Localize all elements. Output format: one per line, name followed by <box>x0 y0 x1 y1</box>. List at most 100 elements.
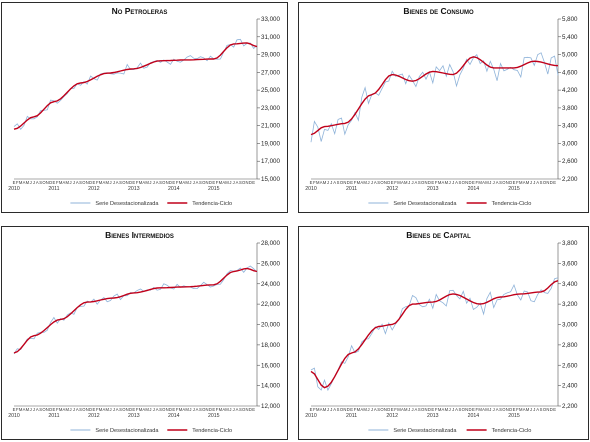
month-label: J <box>530 407 532 412</box>
month-label: O <box>82 180 86 185</box>
month-label: D <box>89 407 92 412</box>
y-tick-label: 3,800 <box>562 240 578 247</box>
year-label: 2012 <box>386 413 398 419</box>
month-label: M <box>363 180 367 185</box>
month-label: D <box>428 407 431 412</box>
month-label: J <box>109 407 111 412</box>
month-label: N <box>506 407 509 412</box>
month-label: O <box>462 407 466 412</box>
month-label: D <box>550 180 553 185</box>
month-label: E <box>472 180 475 185</box>
month-label: D <box>129 407 132 412</box>
month-label: N <box>384 180 387 185</box>
month-label: E <box>13 180 16 185</box>
month-label: S <box>79 180 82 185</box>
month-label: N <box>425 407 428 412</box>
y-tick-label: 17,000 <box>261 158 280 165</box>
month-label: E <box>212 407 215 412</box>
month-label: D <box>89 180 92 185</box>
month-label: A <box>23 180 26 185</box>
month-label: D <box>209 180 212 185</box>
year-label: 2013 <box>427 413 439 419</box>
month-label: A <box>236 180 239 185</box>
month-label: M <box>526 180 530 185</box>
y-axis: 12,000 14,000 16,000 18,000 20,000 22,000 24,0… <box>256 240 280 410</box>
month-label: E <box>132 407 135 412</box>
year-label: 2015 <box>508 413 520 419</box>
y-tick-label: 2,200 <box>562 176 578 183</box>
month-label: J <box>489 407 491 412</box>
month-label: A <box>455 180 458 185</box>
month-label: N <box>166 180 169 185</box>
month-label: M <box>105 180 109 185</box>
month-label: J <box>533 407 535 412</box>
month-label: N <box>546 180 549 185</box>
month-label: E <box>212 180 215 185</box>
month-label: A <box>374 407 377 412</box>
month-label: F <box>136 180 139 185</box>
y-tick-label: 5,000 <box>562 52 578 59</box>
month-label: D <box>347 407 350 412</box>
y-tick-label: 3,800 <box>562 105 578 112</box>
month-label: F <box>313 407 316 412</box>
month-label: M <box>323 180 327 185</box>
year-label: 2012 <box>386 186 398 192</box>
month-label: S <box>159 407 162 412</box>
month-label: O <box>242 407 246 412</box>
month-label: D <box>347 180 350 185</box>
year-label: 2014 <box>168 186 180 192</box>
year-label: 2014 <box>168 413 180 419</box>
series-line-tendencia-ciclo <box>13 267 258 354</box>
month-label: F <box>516 407 519 412</box>
legend-label: Serie Desestacionalizada <box>95 201 159 207</box>
year-label: 2015 <box>208 186 220 192</box>
month-label: J <box>371 180 373 185</box>
month-label: A <box>442 407 445 412</box>
month-label: O <box>340 180 344 185</box>
month-label: M <box>99 407 103 412</box>
month-label: A <box>76 407 79 412</box>
month-label: J <box>408 180 410 185</box>
y-tick-label: 24,000 <box>261 281 280 288</box>
month-label: S <box>458 180 461 185</box>
month-label: M <box>397 180 401 185</box>
month-label: F <box>56 180 59 185</box>
month-label: J <box>452 407 454 412</box>
month-label: M <box>139 407 143 412</box>
y-tick-label: 14,000 <box>261 383 280 390</box>
month-label: A <box>36 180 39 185</box>
month-label: N <box>384 407 387 412</box>
y-tick-label: 18,000 <box>261 342 280 349</box>
legend-label: Serie Desestacionalizada <box>95 428 159 434</box>
month-label: O <box>162 180 166 185</box>
month-label: M <box>59 407 63 412</box>
month-label: F <box>216 180 219 185</box>
month-label: N <box>166 407 169 412</box>
month-label: S <box>79 407 82 412</box>
legend-label: Tendencia-Ciclo <box>192 428 232 434</box>
month-label: D <box>428 180 431 185</box>
month-label: N <box>546 407 549 412</box>
month-label: A <box>182 407 185 412</box>
month-label: S <box>499 180 502 185</box>
month-label: O <box>421 180 425 185</box>
month-label: J <box>367 180 369 185</box>
month-label: D <box>249 407 252 412</box>
month-label: J <box>411 180 413 185</box>
month-label: A <box>496 180 499 185</box>
month-label: N <box>46 407 49 412</box>
year-label: 2011 <box>346 186 357 192</box>
month-label: M <box>445 407 449 412</box>
year-label: 2010 <box>305 186 317 192</box>
y-tick-label: 29,000 <box>261 52 280 59</box>
series-line-tendencia-ciclo <box>13 42 258 130</box>
month-label: A <box>374 180 377 185</box>
month-label: O <box>122 407 126 412</box>
legend: Serie Desestacionalizada Tendencia-Ciclo <box>368 428 531 434</box>
y-axis: 2,200 2,600 3,000 3,400 3,800 4,200 4,600 5,000… <box>557 16 578 183</box>
month-label: J <box>408 407 410 412</box>
month-label: D <box>469 407 472 412</box>
month-label: E <box>553 407 556 412</box>
month-label: A <box>182 180 185 185</box>
month-label: A <box>102 407 105 412</box>
